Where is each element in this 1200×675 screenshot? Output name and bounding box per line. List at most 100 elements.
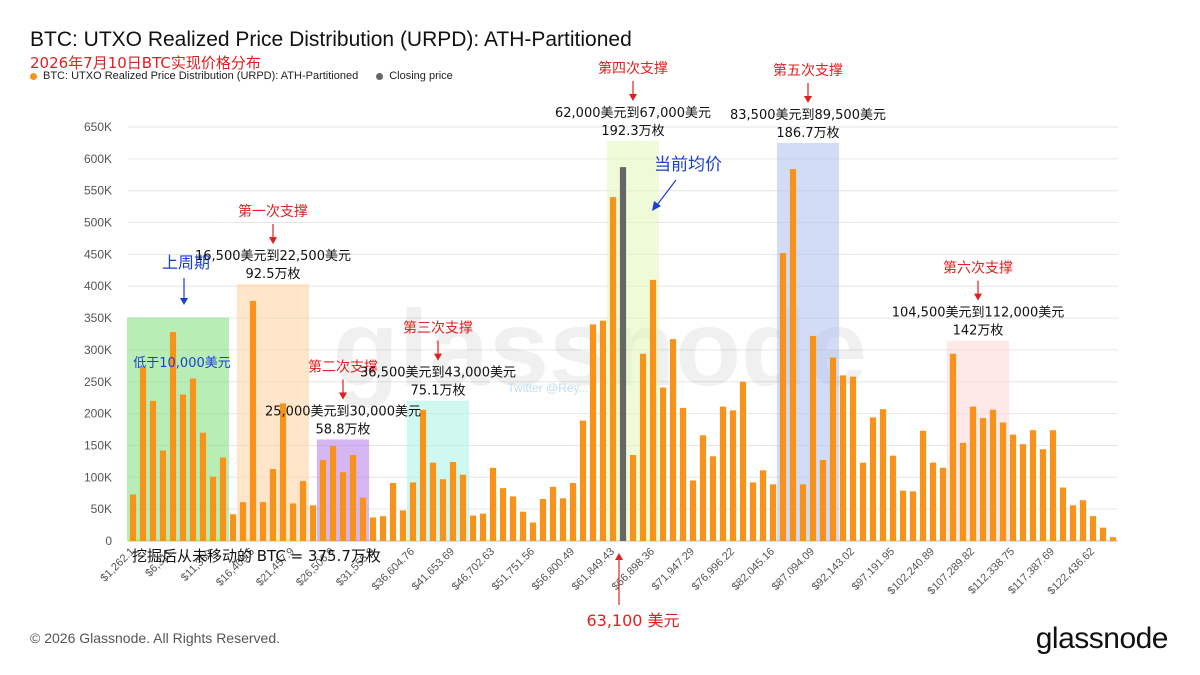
bar [989, 409, 997, 541]
bar [419, 409, 427, 541]
legend-dot-urpd [30, 72, 37, 80]
bar [249, 300, 257, 541]
support-zone-box [776, 142, 840, 541]
bar [1109, 537, 1117, 541]
bar [559, 498, 567, 541]
bar [469, 515, 477, 541]
zone-arrow-head [339, 392, 347, 400]
bar [169, 332, 177, 541]
closing-price-bar [619, 167, 627, 541]
bar [529, 522, 537, 541]
bar [1059, 487, 1067, 541]
bar [899, 490, 907, 541]
y-tick-label: 50K [91, 502, 112, 516]
zone-detail: 低于10,000美元 [133, 356, 231, 371]
zone-amount: 58.8万枚 [316, 422, 371, 437]
bar [909, 491, 917, 541]
legend-item-closing-price: Closing price [376, 70, 453, 82]
y-tick-label: 250K [84, 375, 112, 389]
zone-range: 16,500美元到22,500美元 [195, 249, 351, 264]
zone-label: 第四次支撑 [598, 60, 668, 77]
bar [829, 357, 837, 541]
bar [739, 381, 747, 541]
bar [569, 483, 577, 541]
bar [1049, 430, 1057, 541]
zone-arrow-head [434, 353, 442, 361]
chart-legend: BTC: UTXO Realized Price Distribution (U… [30, 70, 453, 82]
current-average-label: 当前均价 [654, 155, 722, 175]
bar [659, 387, 667, 541]
bar [1029, 430, 1037, 541]
bar [869, 417, 877, 541]
y-tick-label: 300K [84, 343, 112, 357]
bar [879, 409, 887, 541]
bar [779, 253, 787, 541]
bar [509, 496, 517, 541]
zone-label: 第二次支撑 [308, 358, 378, 375]
zone-arrow-head [269, 237, 277, 245]
bar [339, 472, 347, 541]
bar [449, 462, 457, 541]
chart-subtitle: 2026年7月10日BTC实现价格分布 [30, 54, 261, 72]
y-tick-label: 550K [84, 184, 112, 198]
bar [149, 400, 157, 541]
glassnode-logo: glassnode [1035, 622, 1169, 655]
bar [1019, 444, 1027, 541]
bar [179, 394, 187, 541]
bar [839, 375, 847, 541]
bar [199, 432, 207, 541]
bar [649, 279, 657, 541]
zone-range: 62,000美元到67,000美元 [555, 106, 711, 121]
y-tick-label: 200K [84, 407, 112, 421]
zone-amount: 92.5万枚 [246, 267, 301, 282]
bar [489, 467, 497, 541]
closing-price-marker-head [615, 553, 623, 560]
y-tick-label: 100K [84, 470, 112, 484]
zone-label-previous-cycle: 上周期 [162, 253, 210, 272]
support-zone-box [406, 400, 470, 541]
bar [789, 169, 797, 541]
bar [189, 378, 197, 541]
legend-item-urpd: BTC: UTXO Realized Price Distribution (U… [30, 70, 358, 82]
bar [379, 516, 387, 541]
bar [1079, 500, 1087, 541]
zone-amount: 192.3万枚 [601, 124, 664, 139]
current-average-arrow-head [652, 201, 661, 211]
watermark-twitter: Twitter @Rey... [507, 381, 588, 395]
bar [129, 494, 137, 541]
zone-range: 25,000美元到30,000美元 [265, 404, 421, 419]
bar [959, 442, 967, 541]
zone-amount: 186.7万枚 [776, 126, 839, 141]
bar [329, 446, 337, 541]
bar [219, 457, 227, 541]
bar [919, 430, 927, 541]
y-tick-label: 350K [84, 311, 112, 325]
bar [359, 497, 367, 541]
bar [1039, 449, 1047, 541]
bar [459, 474, 467, 541]
bar [669, 339, 677, 541]
bar [549, 486, 557, 541]
zone-range: 36,500美元到43,000美元 [360, 366, 516, 381]
bar [719, 406, 727, 541]
bar [519, 511, 527, 541]
bar [1009, 434, 1017, 541]
bar [499, 488, 507, 541]
unmoved-btc-note: 挖掘后从未移动的 BTC = 375.7万枚 [132, 547, 381, 565]
zone-arrow-head [180, 298, 188, 305]
y-tick-label: 450K [84, 247, 112, 261]
y-tick-label: 400K [84, 279, 112, 293]
bar [539, 498, 547, 541]
bar [999, 422, 1007, 541]
bar [309, 505, 317, 541]
bar [279, 403, 287, 541]
bar [799, 484, 807, 541]
zone-label: 第六次支撑 [943, 260, 1013, 277]
bar [229, 514, 237, 541]
bar [859, 462, 867, 541]
bar [949, 353, 957, 541]
bar [629, 455, 637, 541]
y-tick-label: 150K [84, 438, 112, 452]
y-tick-label: 0 [105, 534, 112, 548]
